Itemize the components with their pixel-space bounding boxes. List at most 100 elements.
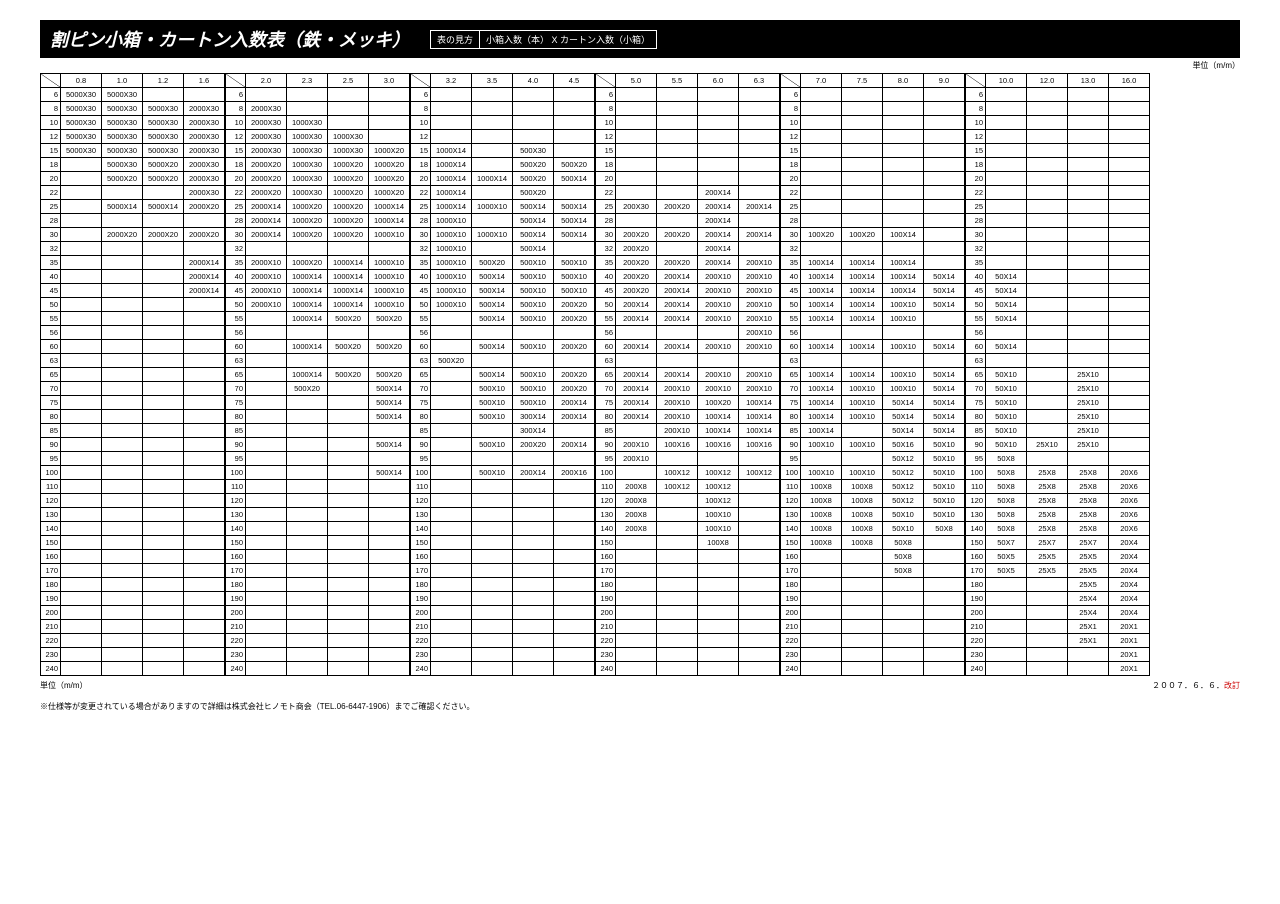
data-cell bbox=[924, 214, 965, 228]
row-header: 160 bbox=[781, 550, 801, 564]
data-cell bbox=[472, 564, 513, 578]
data-cell bbox=[1109, 270, 1150, 284]
data-cell: 2000X30 bbox=[184, 186, 225, 200]
data-cell: 2000X20 bbox=[143, 228, 184, 242]
data-cell: 200X10 bbox=[739, 326, 780, 340]
data-cell bbox=[184, 494, 225, 508]
data-cell bbox=[102, 508, 143, 522]
table-row: 22 bbox=[781, 186, 965, 200]
data-cell: 100X14 bbox=[801, 410, 842, 424]
data-cell bbox=[554, 452, 595, 466]
table-row: 50 bbox=[41, 298, 225, 312]
legend-value: 小箱入数（本） X カートン入数（小箱） bbox=[480, 31, 656, 48]
row-header: 210 bbox=[41, 620, 61, 634]
data-cell bbox=[616, 186, 657, 200]
data-cell: 5000X20 bbox=[143, 158, 184, 172]
row-header: 40 bbox=[781, 270, 801, 284]
row-header: 200 bbox=[41, 606, 61, 620]
data-cell bbox=[1027, 102, 1068, 116]
data-cell bbox=[1027, 130, 1068, 144]
row-header: 8 bbox=[41, 102, 61, 116]
data-cell: 2000X20 bbox=[184, 228, 225, 242]
data-cell bbox=[513, 550, 554, 564]
data-cell bbox=[1027, 410, 1068, 424]
data-cell bbox=[986, 648, 1027, 662]
row-header: 120 bbox=[596, 494, 616, 508]
data-cell bbox=[328, 550, 369, 564]
data-cell bbox=[1027, 424, 1068, 438]
data-cell: 2000X30 bbox=[184, 116, 225, 130]
row-header: 65 bbox=[596, 368, 616, 382]
table-row: 20 bbox=[596, 172, 780, 186]
data-cell bbox=[143, 466, 184, 480]
table-row: 502000X101000X141000X141000X10 bbox=[226, 298, 410, 312]
data-cell bbox=[184, 424, 225, 438]
row-header: 95 bbox=[596, 452, 616, 466]
data-cell bbox=[616, 620, 657, 634]
data-cell bbox=[986, 634, 1027, 648]
data-cell: 100X8 bbox=[698, 536, 739, 550]
table-row: 130 bbox=[411, 508, 595, 522]
row-header: 28 bbox=[411, 214, 431, 228]
table-row: 15 bbox=[966, 144, 1150, 158]
data-cell bbox=[431, 396, 472, 410]
data-cell bbox=[657, 116, 698, 130]
data-cell bbox=[328, 242, 369, 256]
table-row: 155000X305000X305000X302000X30 bbox=[41, 144, 225, 158]
data-cell bbox=[1109, 410, 1150, 424]
data-cell: 25X10 bbox=[1068, 438, 1109, 452]
data-cell: 200X10 bbox=[739, 312, 780, 326]
data-cell bbox=[184, 354, 225, 368]
data-cell bbox=[369, 564, 410, 578]
row-header: 80 bbox=[411, 410, 431, 424]
data-cell: 2000X30 bbox=[246, 116, 287, 130]
data-cell: 25X10 bbox=[1068, 396, 1109, 410]
data-cell bbox=[986, 130, 1027, 144]
data-cell: 100X16 bbox=[698, 438, 739, 452]
data-cell bbox=[1068, 116, 1109, 130]
data-cell: 200X10 bbox=[739, 340, 780, 354]
diagonal-header bbox=[41, 74, 61, 88]
data-cell bbox=[657, 452, 698, 466]
data-cell bbox=[883, 214, 924, 228]
data-cell bbox=[287, 634, 328, 648]
row-header: 240 bbox=[781, 662, 801, 676]
data-cell: 25X8 bbox=[1068, 508, 1109, 522]
data-cell bbox=[513, 494, 554, 508]
data-cell bbox=[1027, 592, 1068, 606]
data-cell: 100X10 bbox=[698, 522, 739, 536]
table-row: 80200X14200X10100X14100X14 bbox=[596, 410, 780, 424]
row-header: 180 bbox=[596, 578, 616, 592]
row-header: 28 bbox=[781, 214, 801, 228]
data-cell bbox=[1068, 648, 1109, 662]
data-cell: 200X20 bbox=[554, 368, 595, 382]
data-cell bbox=[554, 130, 595, 144]
data-cell: 200X10 bbox=[616, 452, 657, 466]
data-cell bbox=[739, 606, 780, 620]
data-cell bbox=[513, 508, 554, 522]
data-cell bbox=[246, 578, 287, 592]
data-cell bbox=[246, 410, 287, 424]
data-cell bbox=[328, 88, 369, 102]
data-cell: 100X14 bbox=[842, 298, 883, 312]
data-cell bbox=[472, 620, 513, 634]
row-header: 200 bbox=[411, 606, 431, 620]
data-cell: 5000X30 bbox=[102, 88, 143, 102]
data-cell bbox=[513, 620, 554, 634]
table-row: 8 bbox=[596, 102, 780, 116]
table-row: 180 bbox=[781, 578, 965, 592]
data-cell bbox=[246, 536, 287, 550]
table-row: 23020X1 bbox=[966, 648, 1150, 662]
row-header: 80 bbox=[41, 410, 61, 424]
data-cell bbox=[1027, 382, 1068, 396]
data-cell bbox=[554, 620, 595, 634]
table-row: 12 bbox=[781, 130, 965, 144]
table-row: 75500X14 bbox=[226, 396, 410, 410]
row-header: 45 bbox=[596, 284, 616, 298]
data-cell: 50X10 bbox=[924, 494, 965, 508]
data-cell bbox=[61, 340, 102, 354]
table-row: 70500X20500X14 bbox=[226, 382, 410, 396]
data-cell: 2000X30 bbox=[184, 130, 225, 144]
data-cell bbox=[431, 606, 472, 620]
data-cell bbox=[657, 606, 698, 620]
